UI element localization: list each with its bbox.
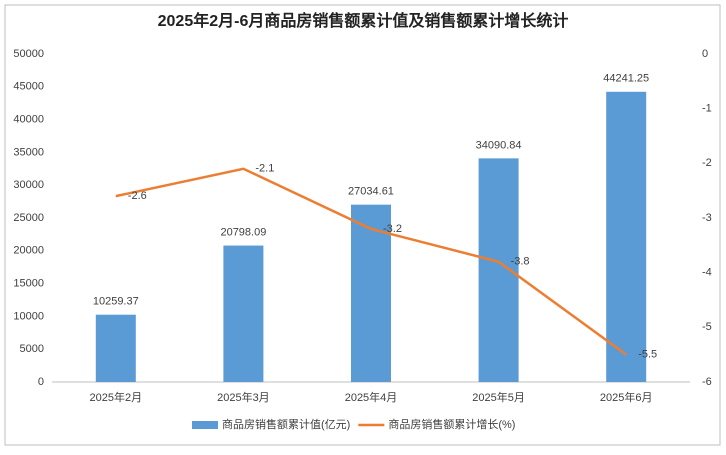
bar-value-label: 34090.84 bbox=[476, 139, 522, 151]
line-value-label: -3.8 bbox=[511, 256, 530, 268]
y-tick-label: 35000 bbox=[13, 146, 44, 158]
y2-tick-label: -3 bbox=[702, 212, 712, 224]
y2-tick-label: -4 bbox=[702, 267, 712, 279]
y2-tick-label: -5 bbox=[702, 321, 712, 333]
y2-tick-label: -1 bbox=[702, 103, 712, 115]
x-tick-label: 2025年5月 bbox=[472, 390, 525, 404]
y2-tick-label: -2 bbox=[702, 157, 712, 169]
line-value-label: -5.5 bbox=[638, 349, 657, 361]
chart-title: 2025年2月-6月商品房销售额累计值及销售额累计增长统计 bbox=[158, 11, 569, 30]
legend-label: 商品房销售额累计值(亿元) bbox=[222, 417, 350, 431]
line-value-label: -2.6 bbox=[128, 190, 147, 202]
y-tick-label: 50000 bbox=[13, 48, 44, 60]
y-tick-label: 0 bbox=[38, 376, 44, 388]
line bbox=[115, 167, 627, 356]
y-tick-label: 10000 bbox=[13, 310, 44, 322]
x-tick-label: 2025年2月 bbox=[90, 390, 143, 404]
y2-tick-label: 0 bbox=[702, 48, 708, 60]
y-tick-label: 25000 bbox=[13, 212, 44, 224]
bar-value-label: 10259.37 bbox=[93, 296, 139, 308]
bar bbox=[95, 314, 136, 382]
bar-value-label: 20798.09 bbox=[220, 226, 266, 238]
bar bbox=[223, 245, 264, 382]
x-tick-label: 2025年4月 bbox=[345, 390, 398, 404]
y-tick-label: 15000 bbox=[13, 278, 44, 290]
bar bbox=[606, 91, 647, 382]
x-tick-label: 2025年6月 bbox=[600, 390, 653, 404]
bar-value-label: 44241.25 bbox=[603, 73, 649, 85]
bar-value-label: 27034.61 bbox=[348, 186, 394, 198]
y-tick-label: 45000 bbox=[13, 81, 44, 93]
y2-tick-label: -6 bbox=[702, 376, 712, 388]
y-tick-label: 20000 bbox=[13, 245, 44, 257]
x-tick-label: 2025年3月 bbox=[217, 390, 270, 404]
bar bbox=[478, 158, 519, 382]
bar bbox=[351, 204, 391, 382]
legend-label: 商品房销售额累计增长(%) bbox=[388, 417, 515, 431]
line-value-label: -2.1 bbox=[255, 163, 274, 175]
y-tick-label: 30000 bbox=[13, 179, 44, 191]
y-tick-label: 5000 bbox=[20, 343, 44, 355]
y-tick-label: 40000 bbox=[13, 114, 44, 126]
legend-swatch bbox=[192, 421, 218, 429]
line-value-label: -3.2 bbox=[383, 223, 402, 235]
